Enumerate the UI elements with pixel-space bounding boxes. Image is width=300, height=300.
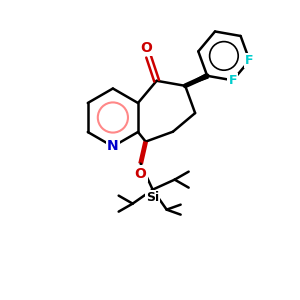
Text: F: F: [245, 54, 254, 67]
Text: N: N: [107, 140, 119, 154]
Text: O: O: [141, 41, 153, 55]
Text: O: O: [135, 167, 147, 181]
Text: F: F: [229, 74, 237, 87]
Text: Si: Si: [146, 191, 159, 204]
